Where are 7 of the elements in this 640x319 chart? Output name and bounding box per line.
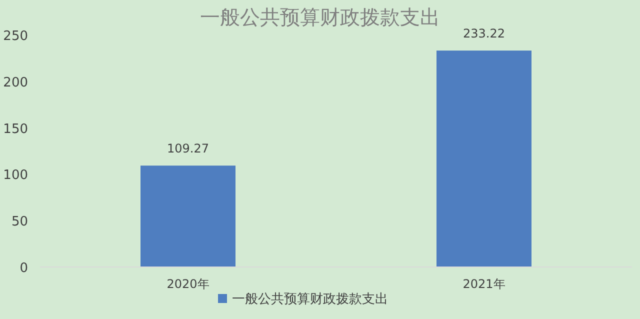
x-tick-label: 2020年 — [166, 277, 210, 291]
axis-y: 0 50 100 150 200 250 — [3, 29, 28, 276]
data-label: 233.22 — [463, 26, 505, 41]
chart-title: 一般公共预算财政拨款支出 — [200, 5, 440, 29]
data-label: 109.27 — [167, 142, 209, 156]
legend: 一般公共预算财政拨款支出 — [218, 292, 388, 307]
x-tick-label: 2021年 — [462, 277, 506, 291]
